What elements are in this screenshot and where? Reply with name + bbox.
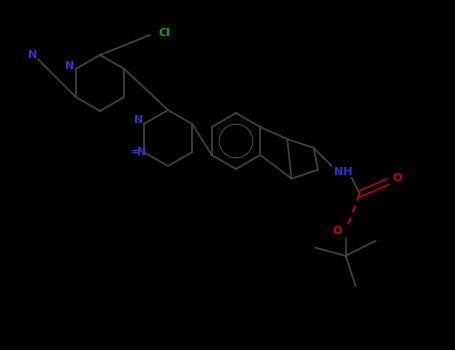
- Text: O: O: [393, 173, 402, 183]
- Text: Cl: Cl: [158, 28, 170, 38]
- Text: N: N: [65, 61, 74, 71]
- Text: =: =: [131, 147, 141, 157]
- Text: N: N: [134, 115, 143, 125]
- Text: NH: NH: [334, 167, 353, 177]
- Text: N: N: [28, 50, 37, 60]
- Text: N: N: [137, 147, 147, 157]
- Text: O: O: [333, 226, 342, 236]
